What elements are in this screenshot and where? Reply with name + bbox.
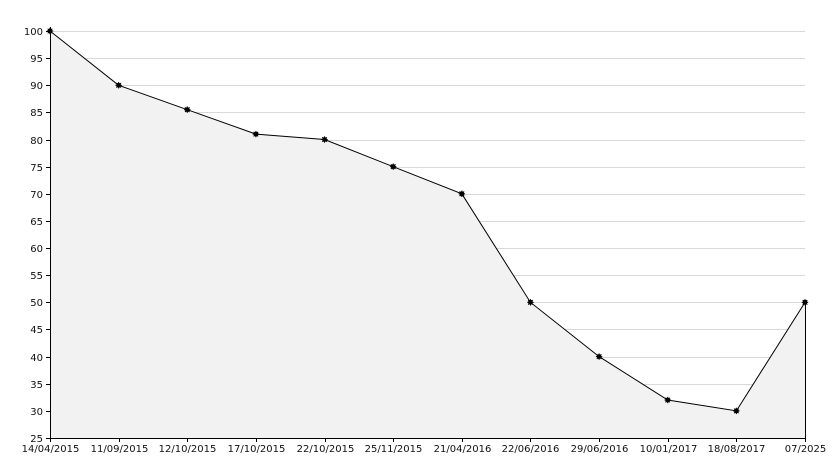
x-tick-labels: 14/04/2015 11/09/2015 12/10/2015 17/10/2015… (22, 444, 827, 455)
x-tick-label: 22/06/2016 (502, 444, 560, 455)
y-tick-label: 90 (30, 81, 43, 92)
area-fill-shape (50, 31, 805, 438)
y-tick-label: 75 (30, 163, 43, 174)
x-tick-label: 22/10/2015 (297, 444, 355, 455)
x-tick-label: 18/08/2017 (708, 444, 766, 455)
y-tick-label: 45 (30, 325, 43, 336)
data-point (46, 27, 54, 35)
series-line-group (49, 30, 806, 412)
y-tick-label: 85 (30, 108, 43, 119)
x-tick-label: 11/09/2015 (91, 444, 149, 455)
data-point (321, 136, 328, 143)
data-point (389, 163, 397, 170)
y-tick-label: 40 (30, 353, 43, 364)
data-point (664, 396, 671, 404)
y-tick-label: 70 (30, 190, 43, 201)
x-tick-label: 07/2025 (785, 444, 827, 455)
data-point (252, 130, 260, 138)
x-tick-label: 17/10/2015 (228, 444, 286, 455)
y-tick-label: 80 (30, 136, 43, 147)
data-point (595, 353, 603, 360)
x-tick-label: 25/11/2015 (365, 444, 423, 455)
area-fill (50, 31, 805, 438)
y-tick-label: 25 (30, 434, 43, 445)
x-tick-label: 29/06/2016 (571, 444, 629, 455)
x-tick-label: 14/04/2015 (22, 444, 80, 455)
data-point (184, 106, 191, 113)
x-tick-label: 10/01/2017 (640, 444, 698, 455)
y-tick-label: 95 (30, 54, 43, 65)
y-tick-label: 60 (30, 244, 43, 255)
data-markers (46, 27, 809, 415)
x-tick-label: 12/10/2015 (159, 444, 217, 455)
data-point (733, 407, 740, 415)
data-point (458, 190, 466, 197)
y-tick-label: 55 (30, 271, 43, 282)
data-point (801, 299, 809, 306)
y-tick-label: 50 (30, 298, 43, 309)
y-tick-label: 30 (30, 407, 43, 418)
y-tick-label: 35 (30, 380, 43, 391)
data-point (115, 82, 122, 89)
series-line (49, 30, 806, 412)
y-tick-label: 100 (24, 27, 43, 38)
y-tick-label: 65 (30, 217, 43, 228)
y-tick-labels: 25 30 35 40 45 50 55 60 65 70 75 80 85 90 95 100 (24, 27, 43, 445)
x-tick-label: 21/04/2016 (434, 444, 492, 455)
axes (46, 27, 806, 442)
data-point (527, 299, 534, 306)
